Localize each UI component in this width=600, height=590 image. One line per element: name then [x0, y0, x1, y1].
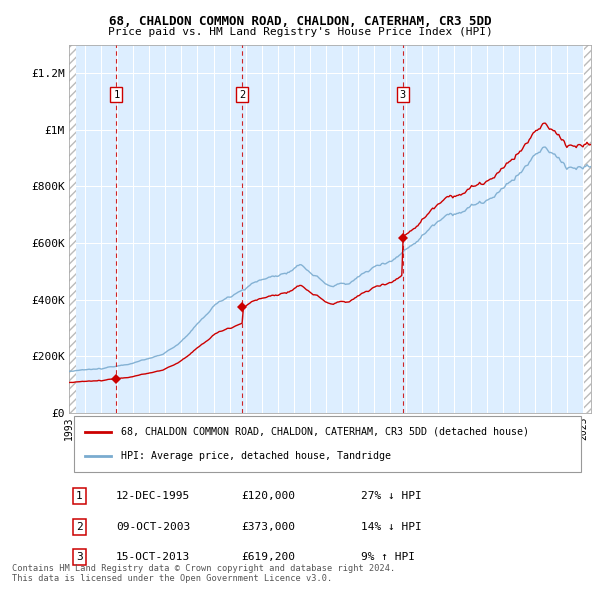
Text: 2: 2	[76, 522, 83, 532]
Text: 12-DEC-1995: 12-DEC-1995	[116, 491, 190, 501]
Text: 1: 1	[76, 491, 83, 501]
Text: 9% ↑ HPI: 9% ↑ HPI	[361, 552, 415, 562]
Text: 09-OCT-2003: 09-OCT-2003	[116, 522, 190, 532]
Text: 27% ↓ HPI: 27% ↓ HPI	[361, 491, 422, 501]
Text: £120,000: £120,000	[241, 491, 295, 501]
Text: 1: 1	[113, 90, 119, 100]
Text: 14% ↓ HPI: 14% ↓ HPI	[361, 522, 422, 532]
Text: £373,000: £373,000	[241, 522, 295, 532]
Text: £619,200: £619,200	[241, 552, 295, 562]
Text: 68, CHALDON COMMON ROAD, CHALDON, CATERHAM, CR3 5DD (detached house): 68, CHALDON COMMON ROAD, CHALDON, CATERH…	[121, 427, 529, 437]
Text: Price paid vs. HM Land Registry's House Price Index (HPI): Price paid vs. HM Land Registry's House …	[107, 27, 493, 37]
FancyBboxPatch shape	[74, 416, 581, 472]
Text: 68, CHALDON COMMON ROAD, CHALDON, CATERHAM, CR3 5DD: 68, CHALDON COMMON ROAD, CHALDON, CATERH…	[109, 15, 491, 28]
Text: This data is licensed under the Open Government Licence v3.0.: This data is licensed under the Open Gov…	[12, 574, 332, 583]
Text: 3: 3	[400, 90, 406, 100]
Text: 15-OCT-2013: 15-OCT-2013	[116, 552, 190, 562]
Bar	[584, 45, 591, 413]
Bar	[69, 45, 76, 413]
Text: 3: 3	[76, 552, 83, 562]
Text: HPI: Average price, detached house, Tandridge: HPI: Average price, detached house, Tand…	[121, 451, 391, 461]
Text: Contains HM Land Registry data © Crown copyright and database right 2024.: Contains HM Land Registry data © Crown c…	[12, 565, 395, 573]
Text: 2: 2	[239, 90, 245, 100]
